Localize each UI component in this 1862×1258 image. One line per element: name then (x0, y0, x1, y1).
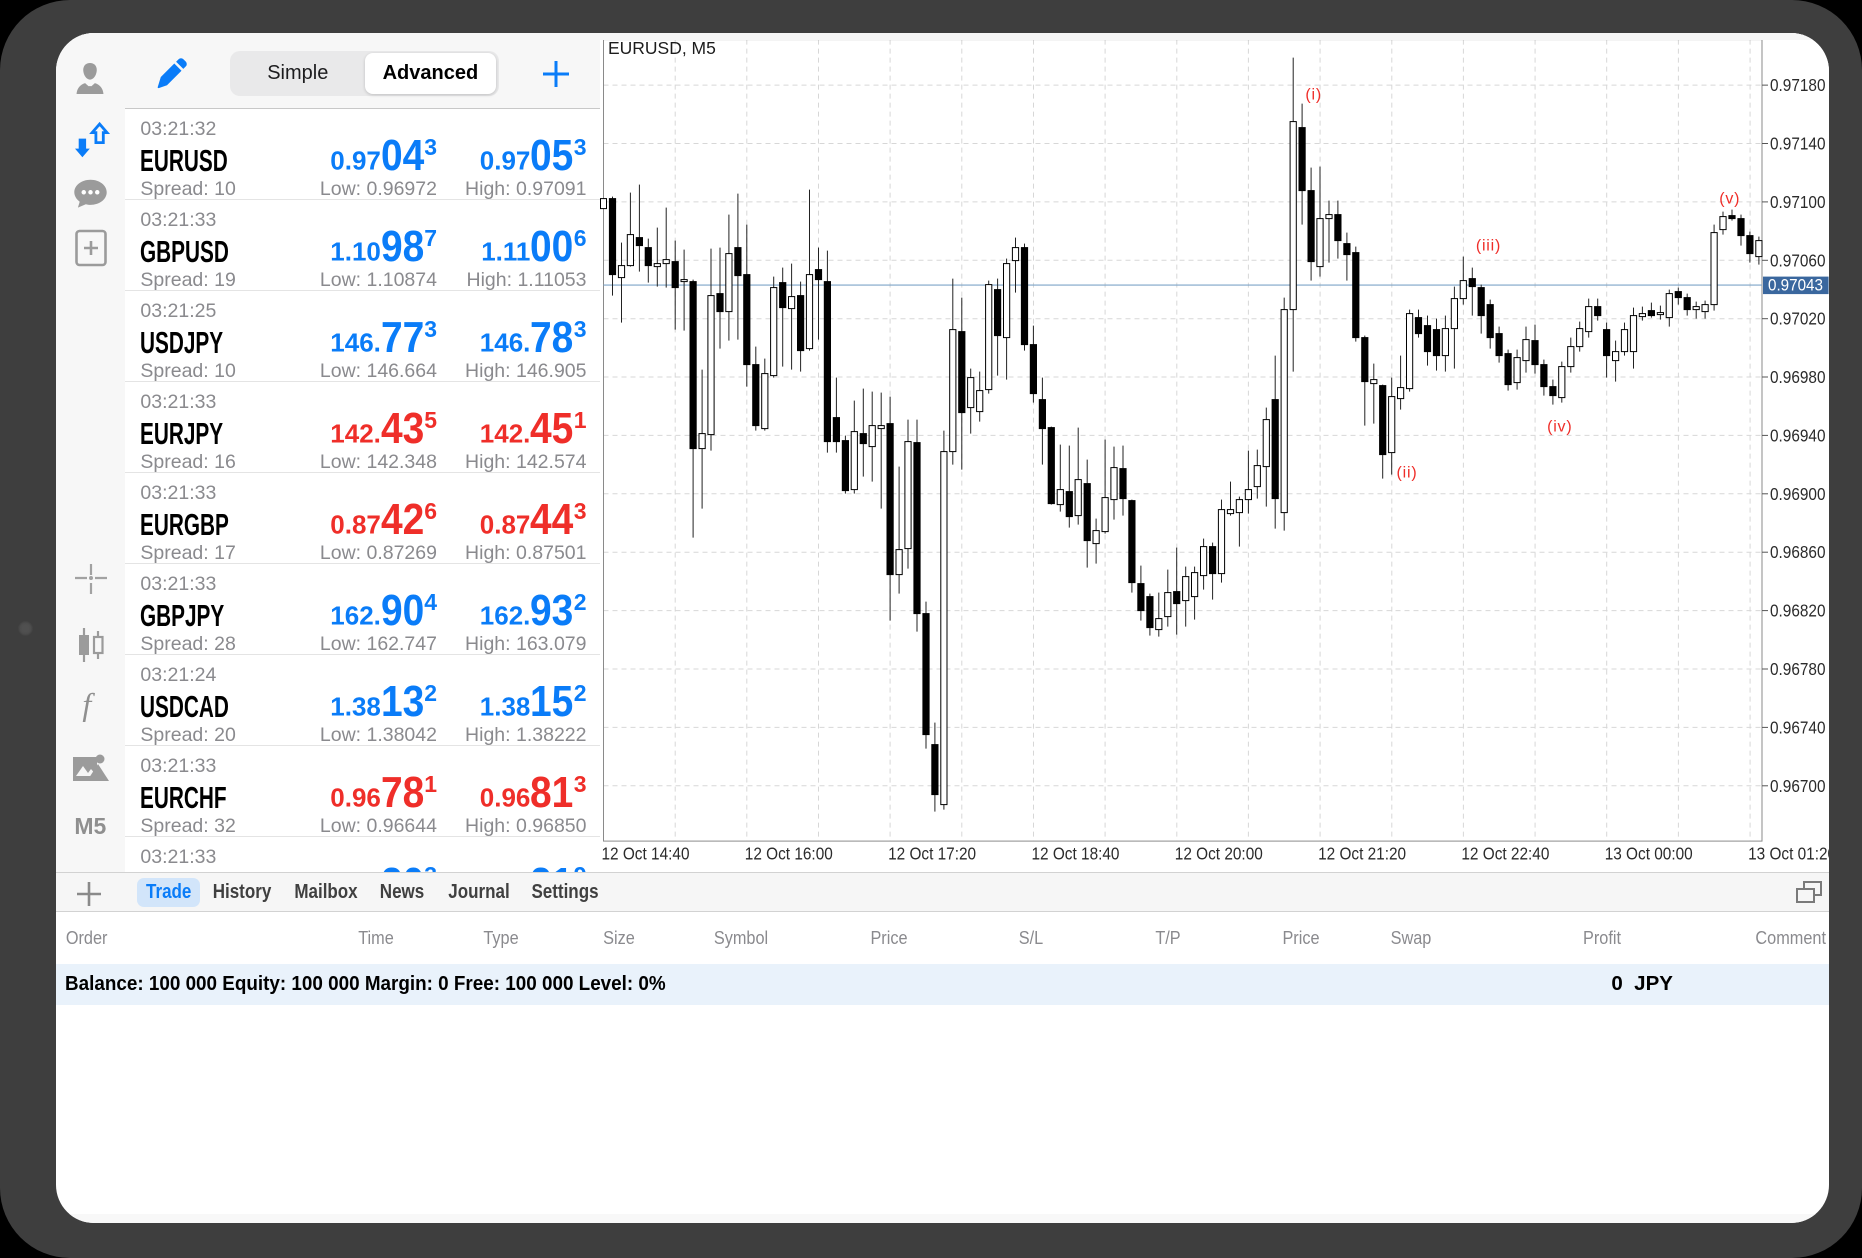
svg-text:12 Oct 22:40: 12 Oct 22:40 (1461, 844, 1549, 864)
svg-text:0.97060: 0.97060 (1770, 251, 1826, 271)
svg-text:12 Oct 20:00: 12 Oct 20:00 (1175, 844, 1263, 864)
svg-text:0.97043: 0.97043 (1768, 277, 1823, 295)
svg-text:0.96980: 0.96980 (1770, 367, 1826, 387)
svg-text:(i): (i) (1305, 87, 1322, 104)
svg-text:13 Oct 00:00: 13 Oct 00:00 (1605, 844, 1693, 864)
svg-text:12 Oct 21:20: 12 Oct 21:20 (1318, 844, 1406, 864)
svg-text:12 Oct 14:40: 12 Oct 14:40 (601, 844, 689, 864)
svg-text:0.96860: 0.96860 (1770, 543, 1826, 563)
svg-text:(v): (v) (1719, 191, 1740, 208)
svg-text:EURUSD, M5: EURUSD, M5 (608, 38, 716, 58)
svg-text:0.96940: 0.96940 (1770, 426, 1826, 446)
svg-text:0.97020: 0.97020 (1770, 309, 1826, 329)
svg-text:0.96780: 0.96780 (1770, 659, 1826, 679)
svg-text:(ii): (ii) (1397, 465, 1418, 482)
svg-text:(iii): (iii) (1476, 238, 1501, 255)
svg-text:12 Oct 17:20: 12 Oct 17:20 (888, 844, 976, 864)
svg-text:0.97180: 0.97180 (1770, 75, 1826, 95)
svg-text:13 Oct 01:20: 13 Oct 01:20 (1748, 844, 1829, 864)
svg-text:0.97140: 0.97140 (1770, 134, 1826, 154)
svg-text:0.96900: 0.96900 (1770, 484, 1826, 504)
svg-text:12 Oct 16:00: 12 Oct 16:00 (745, 844, 833, 864)
svg-text:0.96700: 0.96700 (1770, 776, 1826, 796)
svg-text:0.97100: 0.97100 (1770, 192, 1826, 212)
svg-text:0.96820: 0.96820 (1770, 601, 1826, 621)
svg-text:0.96740: 0.96740 (1770, 718, 1826, 738)
svg-text:12 Oct 18:40: 12 Oct 18:40 (1031, 844, 1119, 864)
svg-text:(iv): (iv) (1547, 419, 1572, 436)
